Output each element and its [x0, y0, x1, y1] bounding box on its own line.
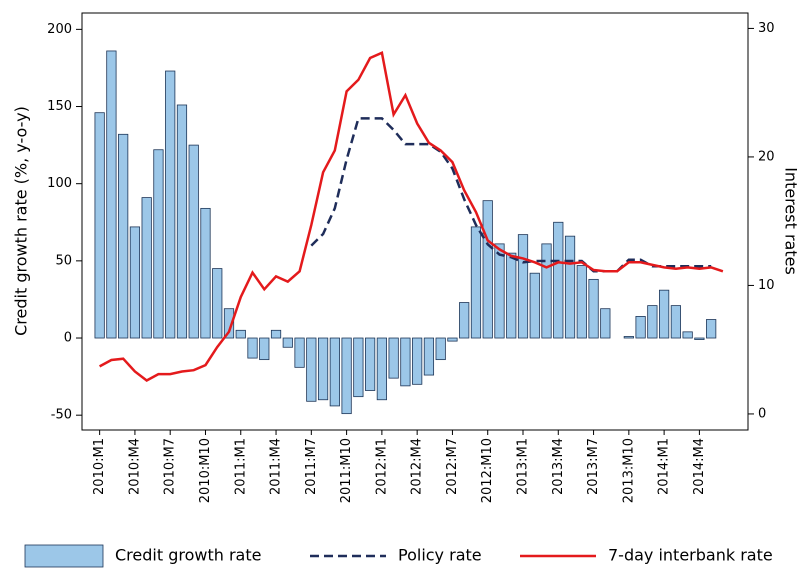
bar [329, 337, 340, 407]
line [99, 51, 724, 382]
x-tick-label: 2013:M1 [516, 438, 531, 495]
bar [564, 235, 576, 339]
bar [694, 337, 705, 340]
bar [400, 337, 411, 387]
y2-tick-label: 20 [758, 149, 775, 164]
bar [247, 337, 258, 359]
bar [294, 337, 305, 368]
bar [118, 133, 129, 339]
bar [482, 200, 493, 339]
y2-tick-label: 30 [758, 21, 775, 36]
x-tick-label: 2013:M10 [621, 438, 636, 503]
bar [706, 319, 717, 339]
bar [541, 243, 552, 339]
x-tick-label: 2012:M10 [480, 438, 495, 503]
x-tick-label: 2014:M4 [692, 438, 707, 495]
bar [447, 337, 458, 342]
bar [623, 336, 634, 339]
bar [223, 308, 235, 339]
y-tick-label: 200 [47, 22, 72, 37]
x-tick-label: 2012:M4 [410, 438, 425, 495]
bar [553, 221, 564, 339]
legend-label: 7-day interbank rate [608, 546, 773, 565]
bar [423, 337, 435, 376]
bar [517, 234, 529, 339]
bar [341, 337, 352, 415]
x-tick-label: 2012:M7 [445, 438, 460, 495]
y2-tick-label: 10 [758, 278, 775, 293]
bar [141, 197, 152, 339]
y2-axis-title: Interest rates [782, 167, 801, 275]
bar [682, 331, 693, 339]
bar [188, 144, 199, 339]
bar [153, 149, 164, 339]
bar [270, 329, 282, 339]
bar [106, 50, 117, 339]
bar [282, 337, 293, 348]
y2-tick-label: 0 [758, 406, 766, 421]
bar [376, 337, 387, 401]
x-tick-label: 2010:M4 [127, 438, 142, 495]
y-tick-label: -50 [51, 408, 72, 423]
bar [365, 337, 376, 391]
bar [306, 337, 317, 402]
x-tick-label: 2013:M7 [586, 438, 601, 495]
bar [94, 112, 105, 339]
bar [388, 337, 399, 379]
x-tick-label: 2011:M10 [339, 438, 354, 503]
x-tick-label: 2013:M4 [551, 438, 566, 495]
x-tick-label: 2010:M1 [92, 438, 107, 495]
y-axis-title: Credit growth rate (%, y-o-y) [12, 106, 31, 336]
x-tick-label: 2010:M7 [163, 438, 178, 495]
y-tick-label: 0 [64, 331, 72, 346]
x-tick-label: 2014:M1 [657, 438, 672, 495]
bar [529, 272, 540, 339]
bar [576, 265, 587, 339]
y-tick-label: 100 [47, 176, 72, 191]
x-tick-label: 2011:M1 [233, 438, 248, 495]
bar [165, 70, 176, 339]
bar [200, 207, 211, 339]
x-tick-label: 2011:M4 [269, 438, 284, 495]
bar [176, 104, 188, 339]
legend-label: Policy rate [398, 546, 482, 565]
bar [647, 305, 658, 339]
bar [588, 278, 599, 339]
y-tick-label: 50 [55, 253, 72, 268]
bar [470, 226, 482, 339]
bar [506, 252, 517, 339]
bar [412, 337, 423, 385]
bar [353, 337, 364, 398]
bar [235, 329, 246, 339]
x-tick-label: 2010:M10 [198, 438, 213, 503]
bar [212, 268, 223, 339]
bar [259, 337, 270, 361]
bar [129, 226, 141, 339]
bar [670, 305, 681, 339]
bar [635, 316, 646, 339]
bar [435, 337, 446, 361]
bar [317, 337, 329, 401]
legend-label: Credit growth rate [115, 546, 261, 565]
bar [659, 289, 670, 339]
y-tick-label: 150 [47, 99, 72, 114]
x-tick-label: 2011:M7 [304, 438, 319, 495]
bar [600, 308, 611, 339]
plot-frame [81, 12, 749, 431]
bar [459, 302, 470, 339]
bar [494, 243, 505, 339]
line [310, 117, 712, 273]
legend-swatch [24, 544, 104, 568]
x-tick-label: 2012:M1 [374, 438, 389, 495]
